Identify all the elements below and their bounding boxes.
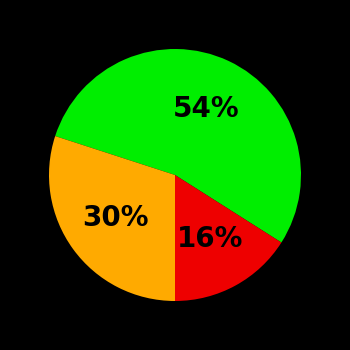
Text: 30%: 30% — [83, 204, 149, 232]
Wedge shape — [55, 49, 301, 243]
Text: 54%: 54% — [173, 95, 239, 123]
Wedge shape — [49, 136, 175, 301]
Text: 16%: 16% — [177, 225, 243, 253]
Wedge shape — [175, 175, 281, 301]
